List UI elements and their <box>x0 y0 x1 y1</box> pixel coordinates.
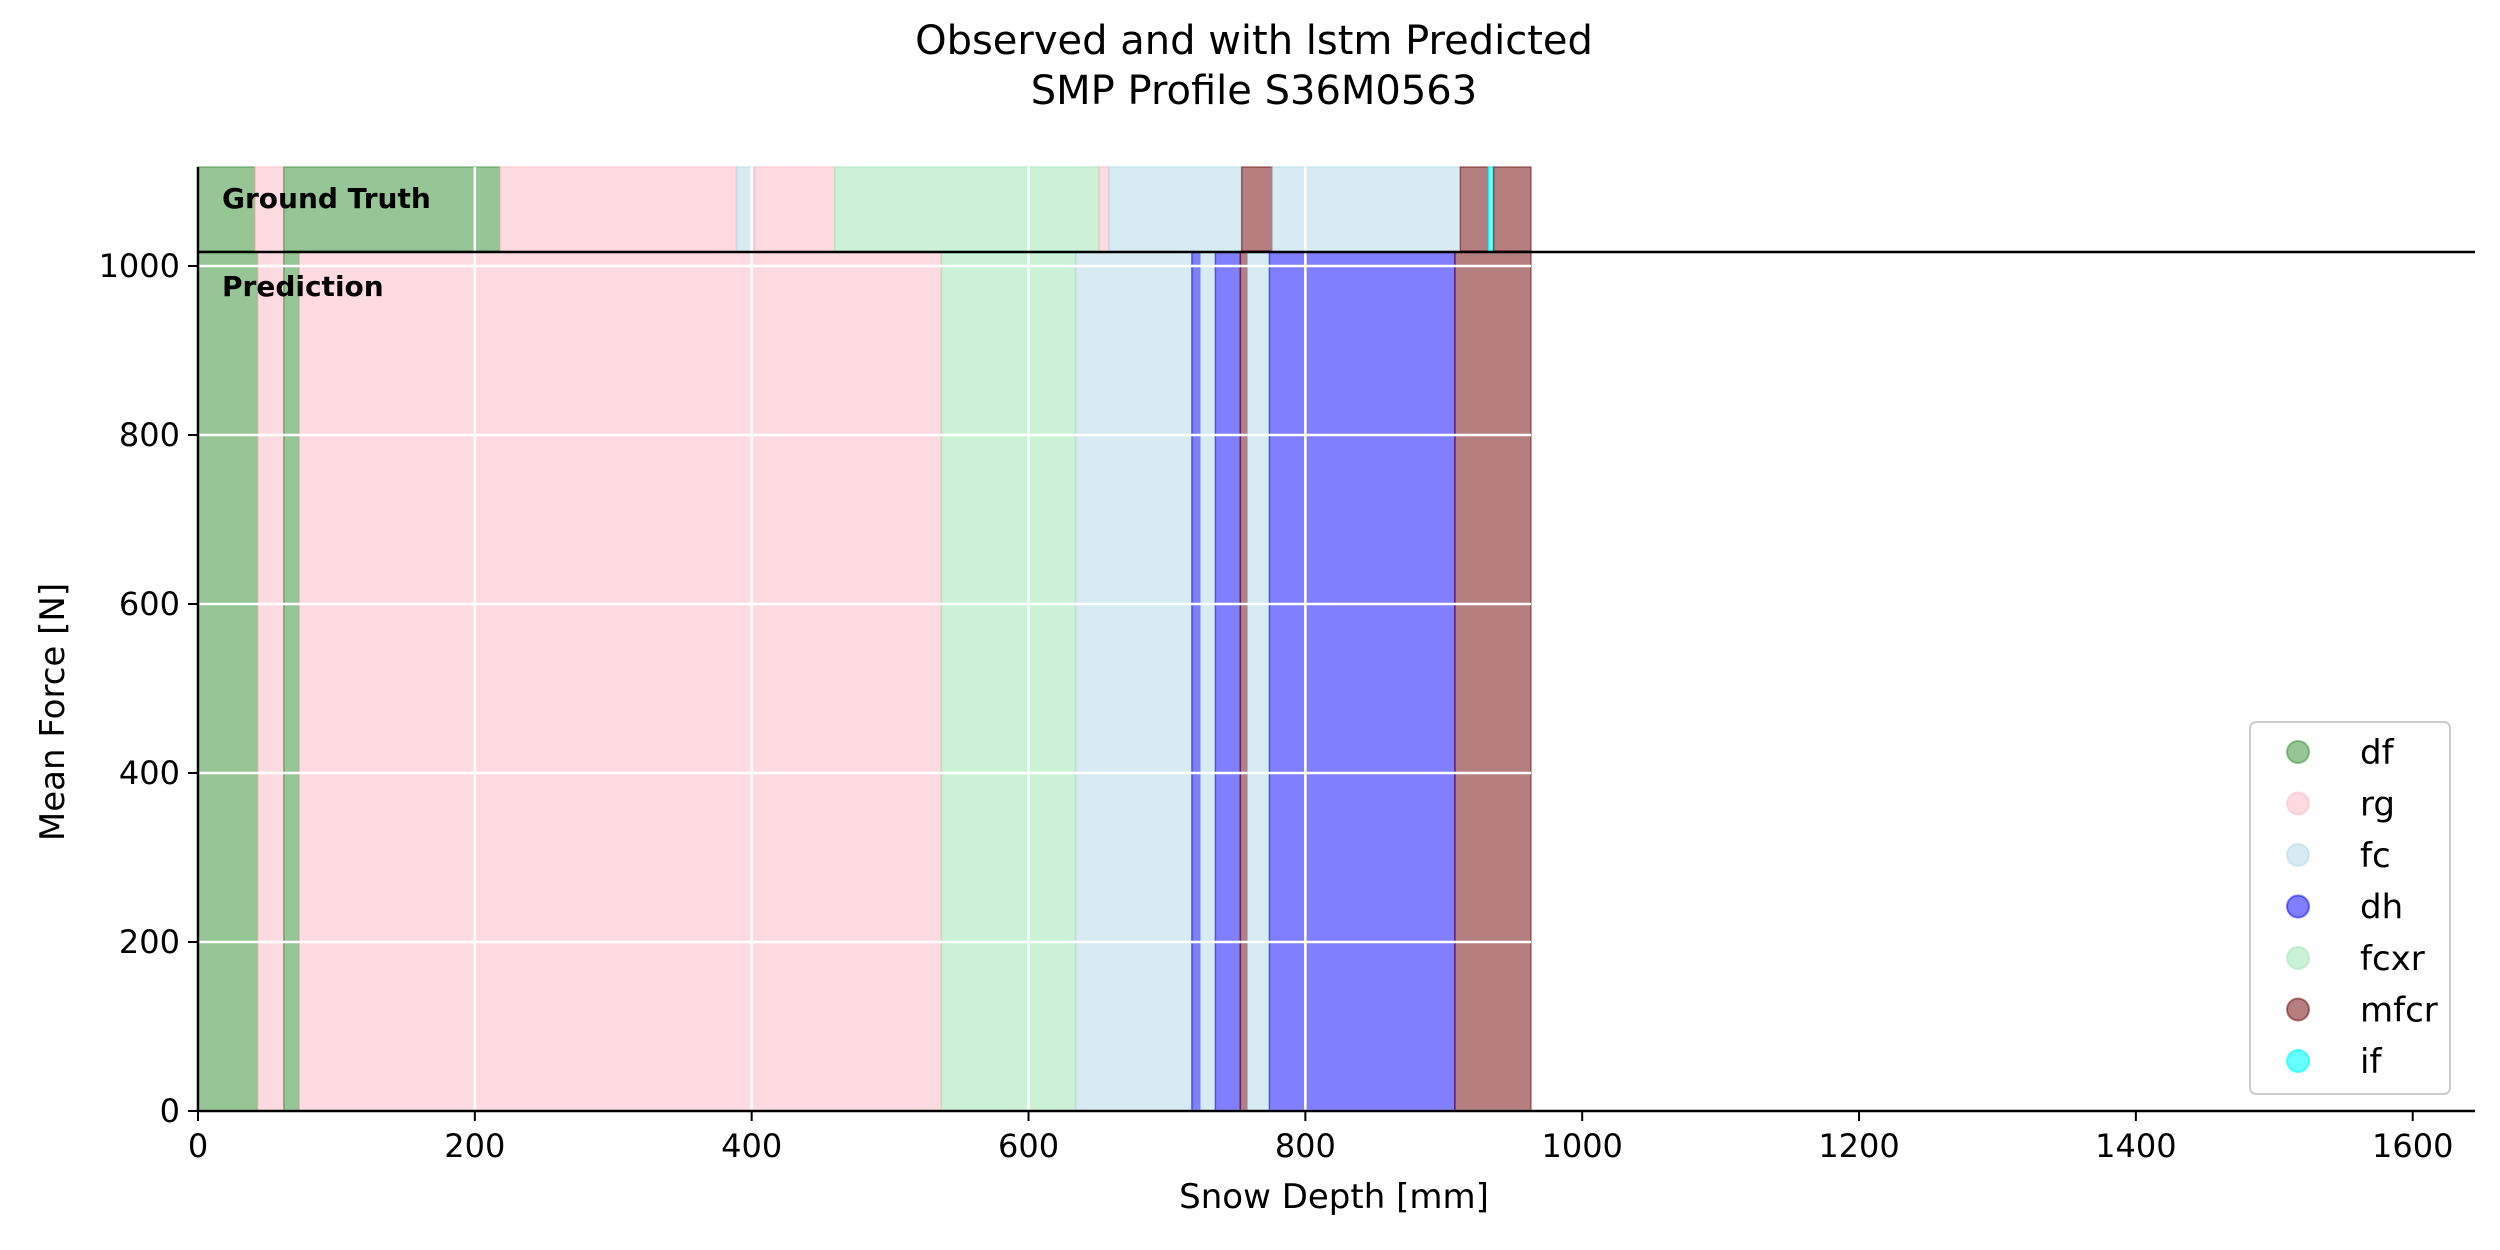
prediction-segment-mfcr <box>1239 251 1248 1112</box>
legend-label-mfcr: mfcr <box>2360 991 2438 1031</box>
prediction-label: Prediction <box>222 270 384 303</box>
chart-title-line2: SMP Profile S36M0563 <box>1031 68 1477 114</box>
chart-title-line1: Observed and with lstm Predicted <box>915 18 1593 64</box>
legend-label-df: df <box>2360 733 2395 773</box>
legend-marker-if <box>2286 1049 2310 1073</box>
legend-marker-fcxr <box>2286 946 2310 970</box>
prediction-segment-fc <box>1074 251 1193 1112</box>
legend-marker-rg <box>2286 791 2310 816</box>
ground-truth-segment-fc <box>1108 166 1243 252</box>
ground-truth-segment-df <box>197 166 256 252</box>
legend-label-rg: rg <box>2360 785 2395 825</box>
legend: df rg fc dh fcxr mfcr if <box>2249 721 2451 1095</box>
prediction-segment-rg <box>298 251 943 1112</box>
ground-truth-segment-mfcr <box>1459 166 1489 252</box>
x-axis-ticks: 0 200 400 600 800 1000 1200 1400 1600 <box>188 1111 2453 1165</box>
ground-truth-segment-rg <box>1098 166 1110 252</box>
ground-truth-segment-rg <box>753 166 836 252</box>
y-tick-label: 0 <box>160 1092 180 1130</box>
prediction-segment-df <box>283 251 300 1112</box>
prediction-segment-mfcr <box>1454 251 1532 1112</box>
ground-truth-segment-mfcr <box>1492 166 1532 252</box>
prediction-segment-dh <box>1214 251 1242 1112</box>
x-tick-label: 1400 <box>2095 1127 2176 1165</box>
ground-truth-bands <box>197 166 1532 252</box>
ground-truth-segment-fcxr <box>833 166 1100 252</box>
legend-frame <box>2249 721 2451 1095</box>
ground-truth-segment-fc <box>1271 166 1462 252</box>
x-tick-label: 800 <box>1275 1127 1336 1165</box>
legend-label-if: if <box>2360 1042 2382 1082</box>
y-axis-label: Mean Force [N] <box>33 583 73 841</box>
x-tick-label: 200 <box>444 1127 505 1165</box>
prediction-segment-dh <box>1191 251 1201 1112</box>
legend-label-fcxr: fcxr <box>2360 939 2425 979</box>
prediction-segment-rg <box>256 251 285 1112</box>
prediction-segment-fcxr <box>940 251 1077 1112</box>
legend-marker-mfcr <box>2286 997 2310 1022</box>
x-axis-label: Snow Depth [mm] <box>1179 1177 1489 1217</box>
prediction-segment-fc <box>1246 251 1271 1112</box>
legend-marker-fc <box>2286 843 2310 867</box>
ground-truth-label: Ground Truth <box>222 182 431 215</box>
axes <box>196 167 2475 1113</box>
prediction-bands <box>197 251 1532 1112</box>
y-tick-label: 600 <box>119 585 180 623</box>
ground-truth-segment-rg <box>499 166 738 252</box>
prediction-segment-df <box>197 251 259 1112</box>
x-tick-label: 1000 <box>1541 1127 1622 1165</box>
legend-marker-df <box>2286 740 2310 764</box>
ground-truth-segment-df <box>283 166 501 252</box>
y-axis-ticks: 0 200 400 600 800 1000 <box>99 247 198 1130</box>
legend-marker-dh <box>2286 894 2310 919</box>
legend-label-dh: dh <box>2360 888 2403 928</box>
x-tick-label: 600 <box>998 1127 1059 1165</box>
x-tick-label: 400 <box>721 1127 782 1165</box>
y-tick-label: 400 <box>119 754 180 792</box>
prediction-segment-fc <box>1199 251 1217 1112</box>
x-tick-label: 0 <box>188 1127 208 1165</box>
y-tick-label: 200 <box>119 923 180 961</box>
y-tick-label: 800 <box>119 416 180 454</box>
x-tick-label: 1600 <box>2372 1127 2453 1165</box>
legend-label-fc: fc <box>2360 836 2391 876</box>
ground-truth-segment-mfcr <box>1240 166 1273 252</box>
y-tick-label: 1000 <box>99 247 180 285</box>
ground-truth-segment-if <box>1487 166 1495 252</box>
prediction-segment-dh <box>1268 251 1456 1112</box>
x-tick-label: 1200 <box>1818 1127 1899 1165</box>
